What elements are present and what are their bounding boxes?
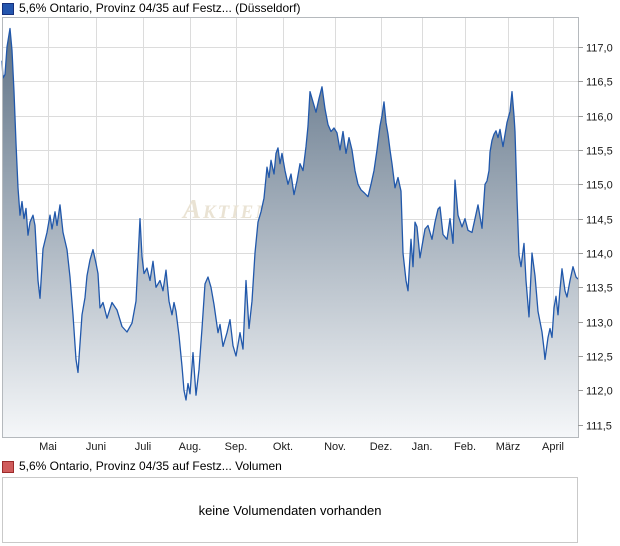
x-tick-label: Feb. bbox=[454, 441, 476, 453]
x-tick-label: Juli bbox=[135, 441, 152, 453]
plot-border bbox=[2, 17, 579, 438]
price-chart-title: 5,6% Ontario, Provinz 04/35 auf Festz...… bbox=[19, 1, 301, 15]
x-tick-label: Mai bbox=[39, 441, 57, 453]
y-tick-label: 116,5 bbox=[586, 77, 613, 89]
x-tick-label: Jan. bbox=[412, 441, 433, 453]
x-tick-label: Juni bbox=[86, 441, 106, 453]
y-tick-label: 114,0 bbox=[586, 249, 613, 261]
y-tick-label: 113,0 bbox=[586, 318, 613, 330]
x-axis: Mai Juni Juli Aug. Sep. Okt. Nov. Dez. Jan. Feb. M… bbox=[39, 441, 564, 453]
y-tick-label: 115,0 bbox=[586, 180, 613, 192]
x-tick-label: März bbox=[496, 441, 520, 453]
volume-empty-message: keine Volumendaten vorhanden bbox=[198, 502, 382, 518]
x-tick-label: Aug. bbox=[179, 441, 202, 453]
volume-series-swatch-icon bbox=[2, 460, 14, 473]
y-tick-label: 111,5 bbox=[586, 421, 612, 433]
y-tick-label: 116,0 bbox=[586, 112, 613, 124]
volume-chart-legend: 5,6% Ontario, Provinz 04/35 auf Festz...… bbox=[2, 460, 282, 473]
price-series-swatch-icon bbox=[2, 2, 14, 15]
price-series-area bbox=[2, 28, 578, 437]
y-axis: 117,0 116,5 116,0 115,5 115,0 114,5 114,0 113,5… bbox=[578, 43, 613, 433]
y-tick-label: 113,5 bbox=[586, 283, 613, 295]
x-tick-label: Sep. bbox=[225, 441, 248, 453]
price-chart-legend: 5,6% Ontario, Provinz 04/35 auf Festz...… bbox=[2, 2, 300, 15]
volume-panel: keine Volumendaten vorhanden bbox=[2, 477, 578, 543]
y-tick-label: 112,0 bbox=[586, 386, 613, 398]
y-tick-label: 112,5 bbox=[586, 352, 613, 364]
y-tick-label: 114,5 bbox=[586, 215, 613, 227]
x-tick-label: Dez. bbox=[370, 441, 393, 453]
x-tick-label: Okt. bbox=[273, 441, 293, 453]
y-tick-label: 117,0 bbox=[586, 43, 613, 55]
volume-chart-title: 5,6% Ontario, Provinz 04/35 auf Festz...… bbox=[19, 459, 282, 473]
y-tick-label: 115,5 bbox=[586, 146, 613, 158]
watermark: Aktien bbox=[181, 194, 271, 224]
price-chart: Aktien 117,0 116,5 116,0 115,5 115,0 114,5 114,… bbox=[1, 17, 613, 453]
x-tick-label: Nov. bbox=[324, 441, 346, 453]
x-tick-label: April bbox=[542, 441, 564, 453]
price-series-line bbox=[1, 27, 579, 401]
